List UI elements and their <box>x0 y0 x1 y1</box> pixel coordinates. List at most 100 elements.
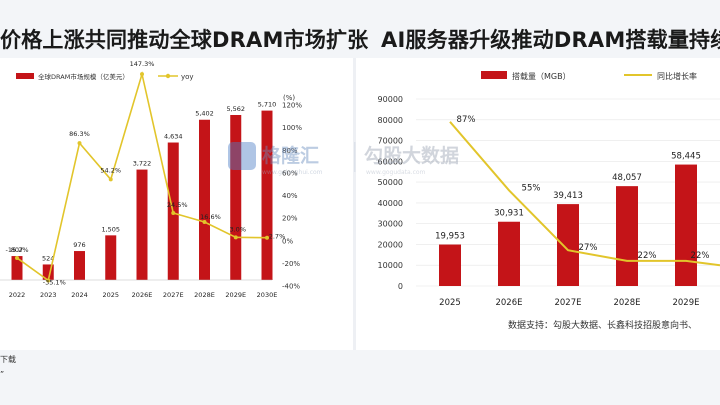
y-tick-label: 40000 <box>378 199 403 208</box>
y-tick-label: 50000 <box>378 178 403 187</box>
bottom-band: 下载 ” <box>0 350 720 405</box>
right-axis-tick: -40% <box>282 283 300 291</box>
legend-swatch-bar <box>16 73 34 79</box>
right-axis-tick: 20% <box>282 215 298 223</box>
watermark: 格隆汇 www.gelonghui.com 勾股大数据 www.gogudata… <box>228 142 459 176</box>
growth-value-label: 27% <box>579 243 598 253</box>
growth-value-label: 22% <box>638 251 657 261</box>
yoy-value-label: 24.5% <box>167 201 188 209</box>
yoy-marker <box>171 211 176 216</box>
yoy-value-label: 147.3% <box>130 60 155 68</box>
right-axis-tick: -20% <box>282 260 300 268</box>
bar <box>439 244 461 286</box>
y-tick-label: 20000 <box>378 240 403 249</box>
bar <box>136 169 148 280</box>
left-chart-title: 价格上涨共同推动全球DRAM市场扩张 <box>0 28 369 52</box>
legend-swatch-marker <box>165 73 171 79</box>
bar-value-label: 19,953 <box>435 232 465 242</box>
bar <box>261 110 273 280</box>
yoy-marker <box>46 278 51 283</box>
watermark-separator <box>354 142 356 172</box>
bar <box>199 119 210 280</box>
y-tick-label: 80000 <box>378 116 403 125</box>
right-chart-title: AI服务器升级推动DRAM搭载量持续 <box>381 28 720 52</box>
yoy-marker <box>140 72 144 77</box>
bar-value-label: 524 <box>42 254 54 262</box>
bottom-text-2: ” <box>0 370 5 379</box>
x-tick-label: 2028E <box>613 298 640 308</box>
bar <box>675 164 697 286</box>
bar-value-label: 58,445 <box>671 152 701 162</box>
bottom-text-1: 下载 <box>0 355 16 364</box>
legend-label-bar: 搭载量（MGB） <box>512 71 571 81</box>
x-tick-label: 2028E <box>194 291 215 299</box>
legend-label-line: 同比增长率 <box>657 71 697 81</box>
x-tick-label: 2027E <box>163 291 184 299</box>
right-axis-tick: 0% <box>282 237 293 245</box>
yoy-marker <box>233 235 238 240</box>
x-tick-label: 2025 <box>439 298 461 308</box>
y-tick-label: 0 <box>398 282 403 291</box>
right-axis-tick: 40% <box>282 192 298 200</box>
bar <box>105 235 117 280</box>
bar-value-label: 3,722 <box>133 160 152 168</box>
yoy-marker <box>265 235 269 240</box>
yoy-value-label: 16.6% <box>200 213 221 221</box>
watermark-logo-icon <box>228 142 256 170</box>
yoy-marker <box>15 255 19 260</box>
bar-value-label: 48,057 <box>612 173 642 183</box>
right-axis-tick: 80% <box>282 147 298 155</box>
bar-value-label: 1,505 <box>101 225 120 233</box>
right-chart: 搭载量（MGB） 同比增长率 90000 80000 70000 60000 50000 40… <box>378 71 720 308</box>
bar-value-label: 976 <box>73 241 85 249</box>
yoy-value-label: 86.3% <box>69 130 90 138</box>
legend-label-line: yoy <box>181 73 194 81</box>
growth-value-label: 87% <box>457 115 476 125</box>
yoy-value-label: -35.1% <box>43 278 66 286</box>
header-band: 价格上涨共同推动全球DRAM市场扩张 AI服务器升级推动DRAM搭载量持续 <box>0 0 720 58</box>
x-tick-label: 2024 <box>71 291 88 299</box>
yoy-value-label: -15.2% <box>6 246 29 254</box>
bar <box>498 221 520 286</box>
bar-value-label: 5,710 <box>258 101 277 109</box>
yoy-value-label: 54.2% <box>100 166 121 174</box>
watermark-brand: 格隆汇 <box>262 144 319 167</box>
growth-value-label: 55% <box>522 183 541 193</box>
y-tick-label: 60000 <box>378 157 403 166</box>
source-note: 数据支持：勾股大数据、长鑫科技招股意向书、 <box>508 321 698 331</box>
yoy-value-label: 3.0% <box>229 225 246 233</box>
watermark-brand2: 勾股大数据 <box>364 144 459 167</box>
y-tick-label: 30000 <box>378 220 403 229</box>
x-tick-label: 2026E <box>132 291 153 299</box>
x-tick-label: 2027E <box>554 298 581 308</box>
left-chart: 全球DRAM市场规模（亿美元） yoy (%)120% 100% 80% 60% 40% 20… <box>0 60 302 299</box>
left-chart-panel: 全球DRAM市场规模（亿美元） yoy (%) 120% 100% 80% 60% 40% 20… <box>0 58 353 350</box>
bar-value-label: 5,562 <box>226 105 245 113</box>
x-tick-label: 2023 <box>40 291 57 299</box>
y-tick-label: 10000 <box>378 261 403 270</box>
right-chart-panel: 搭载量（MGB） 同比增长率 90000 80000 70000 60000 50000 40… <box>356 58 720 350</box>
bar <box>11 256 23 280</box>
bar-value-label: 30,931 <box>494 209 524 219</box>
x-tick-label: 2022 <box>9 291 26 299</box>
x-tick-label: 2026E <box>495 298 522 308</box>
right-axis-unit: (%) <box>283 94 295 102</box>
right-axis-tick: 60% <box>282 169 298 177</box>
yoy-marker <box>202 219 207 224</box>
legend-label-bar: 全球DRAM市场规模（亿美元） <box>38 72 129 81</box>
bar <box>42 264 54 280</box>
right-axis-tick: 100% <box>282 124 302 132</box>
y-tick-label: 70000 <box>378 137 403 146</box>
bar <box>557 204 579 286</box>
x-tick-label: 2029E <box>225 291 246 299</box>
watermark-sub: www.gelonghui.com <box>262 169 323 176</box>
watermark-sub2: www.gogudata.com <box>366 169 426 176</box>
bar <box>616 186 638 286</box>
x-tick-label: 2029E <box>672 298 699 308</box>
bar-value-label: 39,413 <box>553 191 583 201</box>
yoy-marker <box>108 177 113 182</box>
yoy-value-label: 2.7% <box>269 233 286 241</box>
growth-value-label: 22% <box>691 251 710 261</box>
x-tick-label: 2030E <box>257 291 278 299</box>
legend-swatch-bar <box>481 71 507 79</box>
